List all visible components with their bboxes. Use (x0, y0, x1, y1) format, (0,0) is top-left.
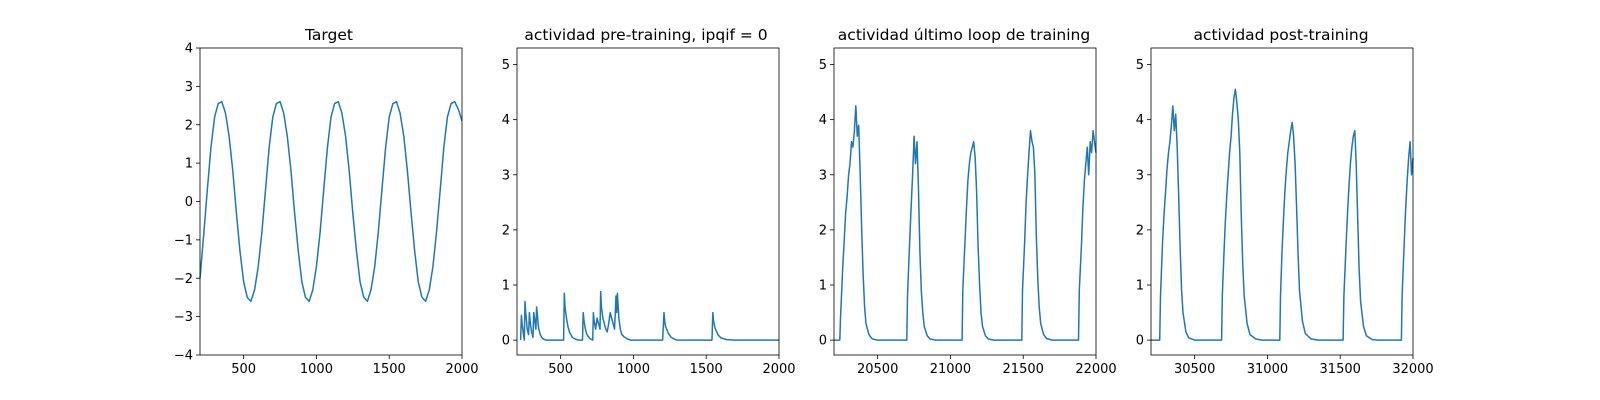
y-tick-label: 1 (185, 157, 193, 172)
x-tick-label: 2000 (445, 362, 478, 377)
x-tick-label: 21500 (1003, 362, 1044, 377)
y-tick-label: 5 (819, 58, 827, 73)
x-tick-label: 31000 (1247, 362, 1288, 377)
panel-title: Target (304, 26, 353, 44)
y-tick-label: 1 (1136, 279, 1144, 294)
y-tick-label: −4 (174, 349, 193, 364)
x-tick-label: 32000 (1392, 362, 1433, 377)
y-tick-label: 4 (502, 113, 510, 128)
axes-frame (1150, 47, 1414, 356)
y-tick-label: 5 (502, 58, 510, 73)
panel-title: actividad post-training (1193, 26, 1368, 44)
y-tick-label: −1 (174, 233, 193, 248)
x-tick-label: 22000 (1075, 362, 1116, 377)
panel-title: actividad pre-training, ipqif = 0 (524, 26, 767, 44)
x-tick-label: 1500 (690, 362, 723, 377)
x-tick-label: 21000 (930, 362, 971, 377)
x-tick-label: 20500 (857, 362, 898, 377)
y-tick-label: 3 (502, 168, 510, 183)
y-tick-label: 3 (819, 168, 827, 183)
x-tick-label: 1000 (300, 362, 333, 377)
series-line-0 (834, 105, 1097, 341)
y-tick-label: 2 (819, 223, 827, 238)
axes-frame (199, 47, 463, 356)
y-tick-label: 0 (502, 334, 510, 349)
y-tick-label: −3 (174, 310, 193, 325)
panel-title: actividad último loop de training (838, 26, 1090, 44)
x-tick-label: 30500 (1174, 362, 1215, 377)
y-tick-label: 4 (1136, 113, 1144, 128)
x-tick-label: 1500 (373, 362, 406, 377)
series-line-0 (519, 290, 779, 341)
y-tick-label: 1 (502, 279, 510, 294)
y-tick-label: 4 (819, 113, 827, 128)
panel-last-training-loop: actividad último loop de training 20500 2… (819, 26, 1117, 377)
series-line-0 (199, 100, 463, 303)
y-tick-label: −2 (174, 272, 193, 287)
x-tick-label: 500 (231, 362, 256, 377)
x-tick-label: 2000 (762, 362, 795, 377)
y-tick-label: 0 (819, 334, 827, 349)
y-tick-label: 2 (185, 118, 193, 133)
y-tick-label: 3 (1136, 168, 1144, 183)
y-tick-label: 3 (185, 80, 193, 95)
y-tick-label: 0 (1136, 334, 1144, 349)
x-tick-label: 500 (548, 362, 573, 377)
axes-frame (833, 47, 1097, 356)
y-tick-label: 2 (1136, 223, 1144, 238)
x-tick-label: 31500 (1320, 362, 1361, 377)
x-tick-label: 1000 (617, 362, 650, 377)
y-tick-label: 0 (185, 195, 193, 210)
series-line-0 (1151, 88, 1414, 341)
axes-frame (516, 47, 780, 356)
y-tick-label: 4 (185, 42, 193, 57)
y-tick-label: 1 (819, 279, 827, 294)
panel-target: Target 500 1000 1500 2000 −4 −3 −2 −1 0 1 2 3 4 (174, 26, 479, 377)
y-tick-label: 5 (1136, 58, 1144, 73)
panel-post-training: actividad post-training 30500 31000 31500 3… (1136, 26, 1434, 377)
y-tick-label: 2 (502, 223, 510, 238)
panel-pre-training: actividad pre-training, ipqif = 0 500 100… (502, 26, 796, 377)
